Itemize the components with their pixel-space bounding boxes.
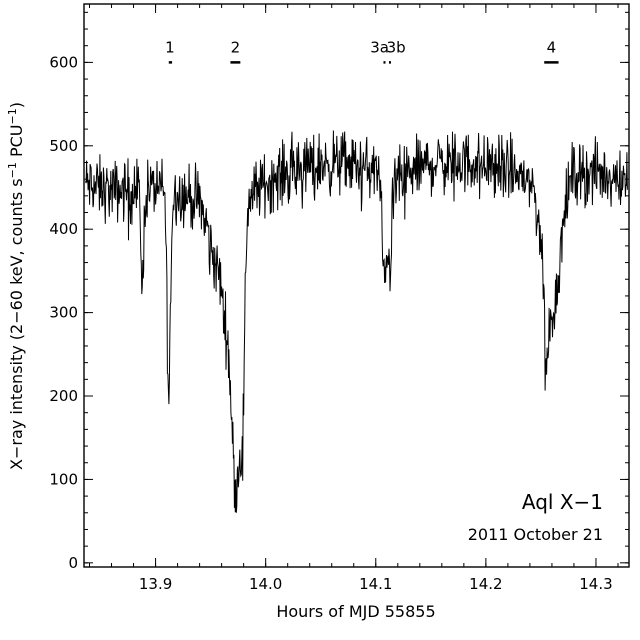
y-tick-label: 300	[49, 304, 78, 322]
x-tick-label: 14.0	[249, 575, 282, 593]
event-marker-label: 4	[547, 38, 557, 56]
y-tick-label: 500	[49, 137, 78, 155]
x-tick-label: 14.3	[579, 575, 612, 593]
y-axis: 0 100 200 300 400 500 600	[49, 11, 629, 572]
source-annotation: Aql X−1	[522, 490, 603, 514]
y-tick-label: 100	[49, 470, 78, 488]
x-axis: 13.9 14.0 14.1 14.2 14.3	[89, 4, 619, 593]
event-marker-label: 1	[165, 38, 175, 56]
event-marker-label: 2	[231, 38, 241, 56]
date-annotation: 2011 October 21	[468, 525, 603, 544]
y-axis-label: X−ray intensity (2−60 keV, counts s−1 PC…	[6, 102, 26, 470]
plot-frame	[83, 3, 630, 568]
x-axis-label: Hours of MJD 55855	[276, 602, 435, 621]
x-tick-label: 14.1	[359, 575, 392, 593]
series-line-lightcurve	[85, 130, 628, 513]
y-tick-label: 600	[49, 53, 78, 71]
y-tick-label: 0	[68, 554, 78, 572]
event-marker-label: 3a	[370, 38, 389, 56]
x-tick-label: 14.2	[469, 575, 502, 593]
event-marker-label: 3b	[387, 38, 406, 56]
y-tick-label: 200	[49, 387, 78, 405]
y-tick-label: 400	[49, 220, 78, 238]
x-tick-label: 13.9	[139, 575, 172, 593]
